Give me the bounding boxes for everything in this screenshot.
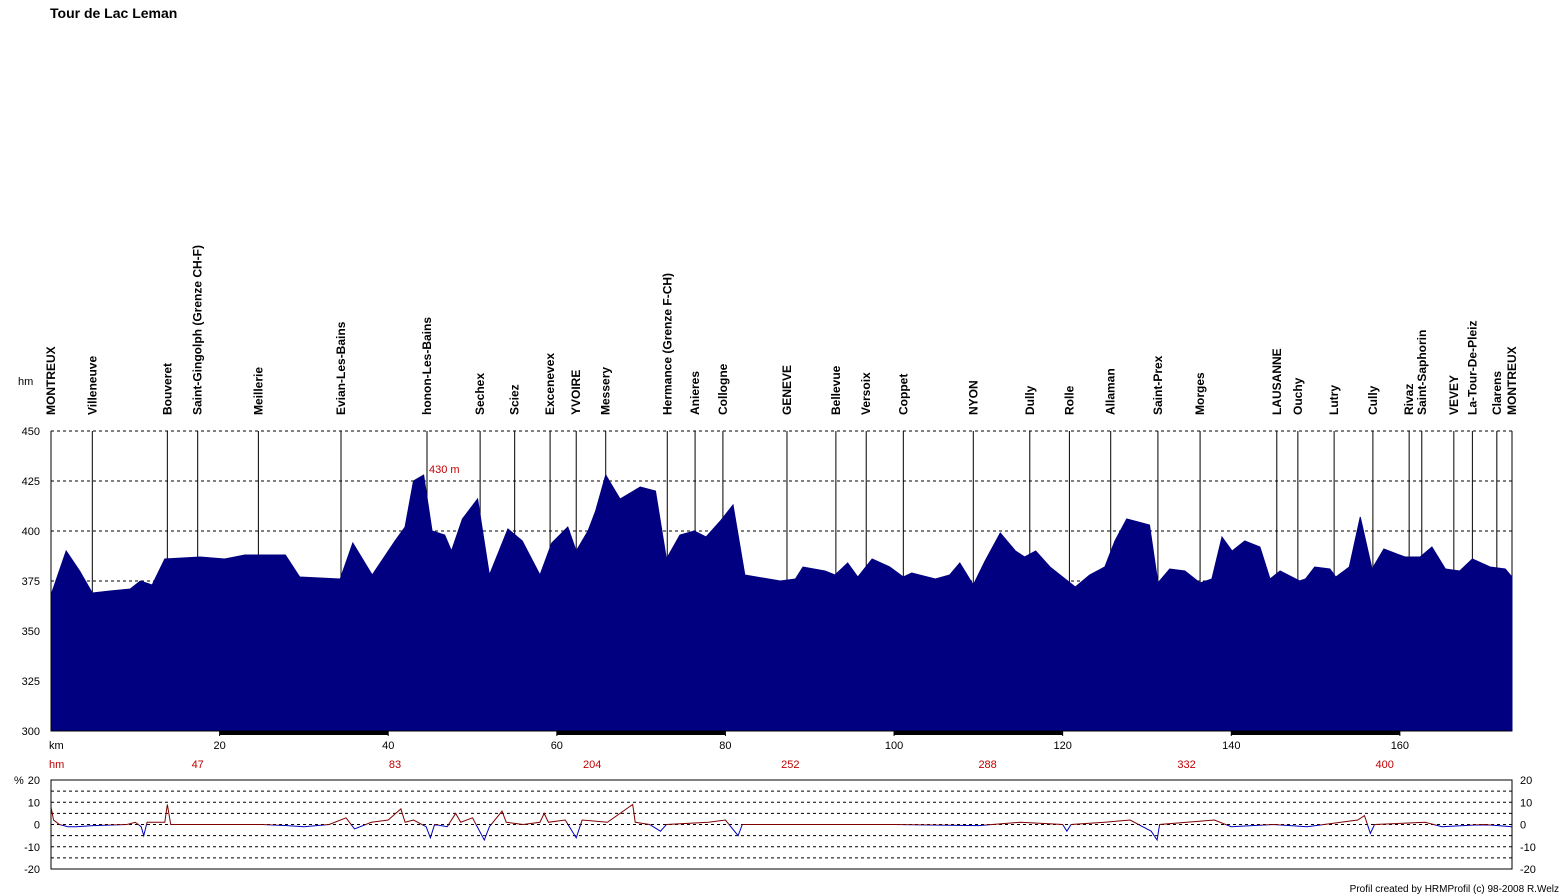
town-label: Dully <box>1023 385 1037 415</box>
climb-value: 83 <box>389 759 401 771</box>
town-label: Versoix <box>859 372 873 415</box>
town-label: Rivaz <box>1402 384 1416 415</box>
footer: Profil created by HRMProfil (c) 98-2008 … <box>1350 884 1559 895</box>
town-label: Sciez <box>508 384 522 415</box>
town-label: VEVEY <box>1447 375 1461 415</box>
scale-bar <box>219 731 389 735</box>
town-label: Evian-Les-Bains <box>334 321 348 415</box>
y-tick-label-right: 20 <box>1520 775 1532 787</box>
y-tick-label: 350 <box>22 626 40 638</box>
scale-bar <box>894 731 1063 735</box>
town-label: GENEVE <box>780 365 794 415</box>
climb-value: 288 <box>978 759 996 771</box>
y-tick-label: -10 <box>24 842 40 854</box>
x-axis-label: km <box>49 740 64 752</box>
town-label: LAUSANNE <box>1270 348 1284 415</box>
town-label: Morges <box>1193 372 1207 415</box>
town-label: Meillerie <box>251 367 265 415</box>
town-label: Excenevex <box>543 353 557 415</box>
town-label: MONTREUX <box>44 346 58 415</box>
climb-value: 47 <box>192 759 204 771</box>
max-label: 430 m <box>429 464 460 476</box>
y-tick-label-right: 0 <box>1520 820 1526 832</box>
y-tick-label: 20 <box>28 775 40 787</box>
town-label: Anieres <box>688 371 702 415</box>
town-label: Collogne <box>716 363 730 415</box>
y-tick-label: 400 <box>22 526 40 538</box>
y-tick-label: 10 <box>28 797 40 809</box>
x-tick-label: 140 <box>1222 740 1240 752</box>
town-label: Allaman <box>1104 368 1118 415</box>
town-label: Coppet <box>896 374 910 415</box>
gradient-line-positive <box>51 803 1497 825</box>
y-tick-label-right: -10 <box>1520 842 1536 854</box>
x-tick-label: 100 <box>885 740 903 752</box>
climb-label: hm <box>49 759 64 771</box>
x-tick-label: 80 <box>719 740 731 752</box>
chart-title: Tour de Lac Leman <box>50 5 177 21</box>
y-tick-label: 300 <box>22 726 40 738</box>
elevation-area <box>50 473 1513 732</box>
town-label: Cully <box>1366 385 1380 415</box>
x-tick-label: 160 <box>1391 740 1409 752</box>
town-label: Ouchy <box>1291 377 1305 415</box>
town-label: Sechex <box>473 373 487 415</box>
scale-bar <box>556 731 726 735</box>
x-tick-label: 20 <box>213 740 225 752</box>
town-label: Clarens <box>1490 371 1504 415</box>
climb-value: 252 <box>781 759 799 771</box>
climb-value: 400 <box>1376 759 1394 771</box>
y-tick-label: 450 <box>22 426 40 438</box>
town-label: honon-Les-Bains <box>420 317 434 415</box>
town-label: Lutry <box>1327 385 1341 415</box>
climb-value: 204 <box>583 759 601 771</box>
town-label: Bellevue <box>829 365 843 415</box>
town-label: Rolle <box>1062 385 1076 415</box>
x-tick-label: 60 <box>551 740 563 752</box>
y-tick-label: 425 <box>22 476 40 488</box>
x-tick-label: 120 <box>1053 740 1071 752</box>
town-label: MONTREUX <box>1505 346 1519 415</box>
y-tick-label-right: -20 <box>1520 864 1536 876</box>
town-label: Villeneuve <box>85 356 99 415</box>
gradient-line-negative <box>59 825 1513 842</box>
y-tick-label-right: 10 <box>1520 797 1532 809</box>
town-label: La-Tour-De-Pleiz <box>1465 321 1479 415</box>
scale-bar <box>1231 731 1400 735</box>
y-tick-label: -20 <box>24 864 40 876</box>
town-label: Hermance (Grenze F-CH) <box>660 273 674 415</box>
y-axis-label: hm <box>18 376 33 388</box>
x-tick-label: 40 <box>382 740 394 752</box>
y-tick-label: 325 <box>22 676 40 688</box>
town-label: Messery <box>599 367 613 415</box>
y-tick-label: 375 <box>22 576 40 588</box>
town-label: Saint-Prex <box>1151 355 1165 415</box>
climb-value: 332 <box>1177 759 1195 771</box>
town-label: Bouveret <box>160 363 174 415</box>
town-label: Saint-Gingolph (Grenze CH-F) <box>191 245 205 415</box>
y-axis-label: % <box>14 775 24 787</box>
y-tick-label: 0 <box>34 820 40 832</box>
town-label: NYON <box>966 380 980 415</box>
town-label: YVOIRE <box>569 370 583 415</box>
town-label: Saint-Saphorin <box>1415 330 1429 415</box>
